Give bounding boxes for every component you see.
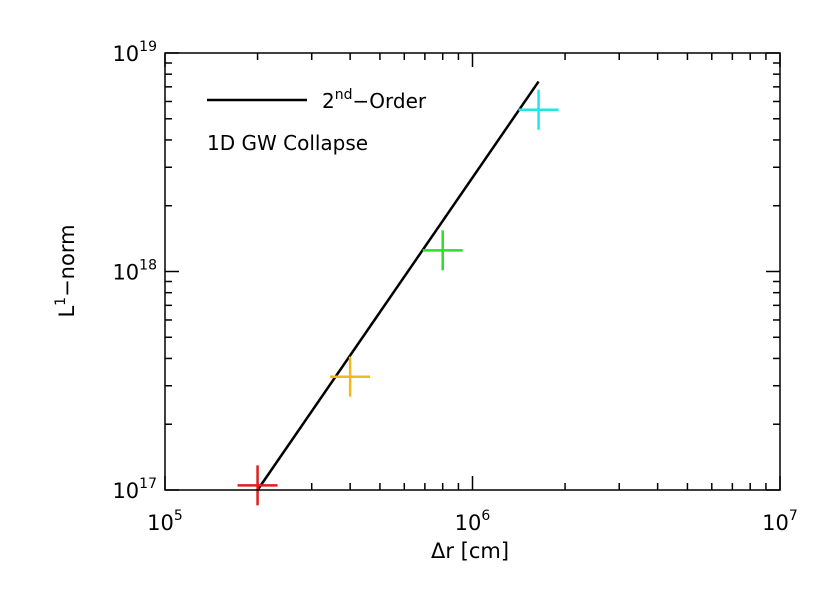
- y-tick-label-base: 10: [112, 479, 139, 503]
- plot-frame: [164, 52, 781, 491]
- y-tick-label: 1017: [112, 476, 157, 503]
- plus-marker: [330, 356, 371, 397]
- y-axis-title-rest: −norm: [55, 224, 79, 296]
- series-layer: [237, 80, 559, 506]
- x-tick-label: 107: [762, 508, 798, 535]
- x-tick-label-exp: 5: [174, 508, 183, 524]
- legend-label-pre: 2: [322, 89, 335, 113]
- x-tick-label-base: 10: [455, 511, 482, 535]
- second-order-line: [256, 80, 540, 491]
- y-tick-label-base: 10: [112, 261, 139, 285]
- y-tick-label-base: 10: [112, 42, 139, 66]
- legend-note: 1D GW Collapse: [207, 131, 368, 155]
- y-axis-title: L1−norm: [53, 224, 79, 317]
- y-tick-label: 1019: [112, 39, 157, 66]
- x-tick-label-exp: 7: [789, 508, 798, 524]
- plus-marker: [518, 89, 559, 130]
- y-axis-title-sup: 1: [53, 297, 69, 306]
- plus-marker: [422, 230, 463, 271]
- x-tick-label-base: 10: [147, 511, 174, 535]
- y-tick-label-exp: 18: [139, 258, 157, 274]
- legend-line-label: 2nd−Order: [322, 87, 427, 113]
- plus-marker: [237, 465, 278, 506]
- y-tick-label-exp: 17: [139, 476, 157, 492]
- legend-label-post: −Order: [353, 89, 427, 113]
- y-axis-title-base: L: [55, 306, 79, 318]
- x-tick-label: 106: [455, 508, 491, 535]
- y-tick-label: 1018: [112, 258, 157, 285]
- x-tick-label: 105: [147, 508, 183, 535]
- legend: 2nd−Order 1D GW Collapse: [207, 87, 427, 155]
- y-tick-label-exp: 19: [139, 39, 157, 55]
- x-tick-label-exp: 6: [481, 508, 490, 524]
- x-tick-label-base: 10: [762, 511, 789, 535]
- legend-label-sup: nd: [335, 87, 353, 103]
- x-axis-title: Δr [cm]: [431, 539, 509, 563]
